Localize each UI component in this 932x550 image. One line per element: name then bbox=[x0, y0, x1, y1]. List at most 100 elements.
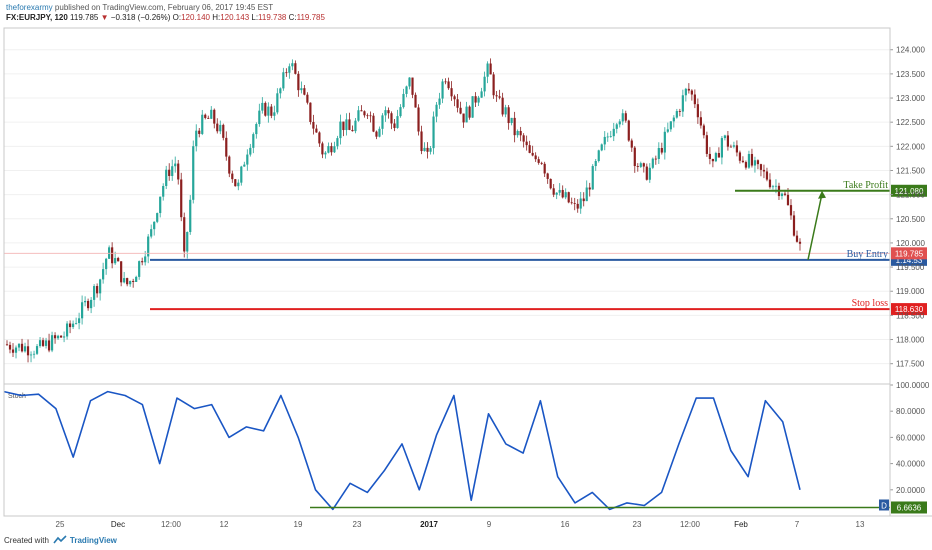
candle-body bbox=[288, 66, 291, 73]
price-tick-label: 119.500 bbox=[896, 263, 925, 272]
candle-body bbox=[711, 158, 714, 162]
candle-body bbox=[62, 336, 66, 338]
candle-body bbox=[786, 194, 790, 206]
candle-body bbox=[492, 74, 495, 96]
candle-body bbox=[759, 164, 763, 170]
candle-body bbox=[159, 196, 162, 214]
time-tick-label: 13 bbox=[856, 520, 865, 529]
candle-body bbox=[216, 123, 219, 132]
candle-body bbox=[68, 323, 72, 328]
level-price-text: 118.630 bbox=[895, 305, 924, 314]
tradingview-icon bbox=[53, 535, 67, 544]
candle-body bbox=[408, 77, 411, 87]
low-label: L: bbox=[251, 13, 259, 22]
candle-body bbox=[435, 104, 438, 117]
stoch-line bbox=[3, 390, 801, 511]
candle-body bbox=[213, 109, 216, 124]
candle-body bbox=[762, 169, 766, 172]
candle-body bbox=[180, 179, 183, 218]
candle-body bbox=[486, 63, 489, 77]
candle-body bbox=[309, 102, 312, 122]
candle-body bbox=[588, 187, 591, 190]
candle-body bbox=[384, 110, 387, 116]
candle-body bbox=[642, 163, 645, 167]
candle-body bbox=[378, 128, 381, 137]
candle-body bbox=[74, 323, 78, 324]
stoch-tick-label: 80.0000 bbox=[896, 407, 925, 416]
candle-body bbox=[747, 153, 751, 168]
candle-body bbox=[564, 192, 567, 198]
candle-body bbox=[681, 95, 684, 112]
candle-body bbox=[666, 129, 669, 132]
candle-body bbox=[498, 96, 501, 98]
candle-body bbox=[474, 96, 477, 103]
ohlc-line: FX:EURJPY, 120 119.785 ▼ −0.318 (−0.26%)… bbox=[6, 13, 926, 23]
candle-body bbox=[177, 163, 180, 180]
tradingview-brand: TradingView bbox=[69, 535, 117, 545]
candle-body bbox=[465, 106, 468, 123]
candle-body bbox=[267, 106, 270, 116]
candle-body bbox=[129, 280, 132, 285]
candle-body bbox=[204, 114, 207, 118]
candle-body bbox=[633, 147, 636, 167]
price-gridlines bbox=[4, 49, 890, 365]
stoch-panel: 100.0000 80.0000 60.0000 40.0000 20.0000 Stoc… bbox=[3, 381, 930, 514]
candle-body bbox=[195, 130, 198, 147]
candle-body bbox=[456, 99, 459, 108]
candle-body bbox=[714, 153, 717, 162]
candle-body bbox=[219, 124, 222, 132]
footer: Created with TradingView bbox=[4, 535, 117, 545]
candle-body bbox=[249, 147, 252, 155]
candle-body bbox=[71, 323, 75, 328]
candle-body bbox=[366, 115, 369, 117]
candle-body bbox=[5, 344, 9, 346]
candle-body bbox=[35, 346, 39, 354]
candle-body bbox=[660, 148, 663, 153]
publish-info: published on TradingView.com, February 0… bbox=[54, 3, 274, 12]
candle-body bbox=[53, 335, 57, 339]
candle-body bbox=[552, 188, 555, 195]
price-tick-label: 123.000 bbox=[896, 94, 925, 103]
candle-body bbox=[717, 153, 720, 158]
candle-body bbox=[624, 113, 627, 121]
candle-body bbox=[534, 155, 537, 160]
candle-body bbox=[708, 153, 711, 159]
candle-body bbox=[684, 88, 687, 96]
candle-body bbox=[468, 106, 471, 118]
time-tick-label: 23 bbox=[353, 520, 362, 529]
candle-body bbox=[123, 278, 126, 283]
chart-frame bbox=[3, 27, 891, 517]
candle-body bbox=[600, 144, 603, 151]
candle-body bbox=[570, 202, 573, 204]
stoch-value-tag bbox=[891, 501, 927, 514]
stoch-tick-label: 60.0000 bbox=[896, 433, 925, 442]
candle-body bbox=[207, 117, 210, 119]
time-tick-label: 9 bbox=[487, 520, 492, 529]
candle-body bbox=[80, 302, 84, 319]
candle-body bbox=[417, 107, 420, 132]
candle-body bbox=[561, 189, 564, 198]
candle-body bbox=[327, 146, 330, 153]
candle-body bbox=[693, 94, 696, 105]
candle-body bbox=[135, 276, 138, 282]
candle-body bbox=[543, 163, 546, 174]
candle-body bbox=[594, 161, 597, 167]
candle-body bbox=[495, 95, 498, 97]
time-tick-label: 12 bbox=[220, 520, 229, 529]
candle-body bbox=[231, 173, 234, 180]
candle-body bbox=[579, 198, 582, 209]
time-tick-label: Feb bbox=[734, 520, 748, 529]
publisher-user[interactable]: theforexarmy bbox=[6, 3, 53, 12]
candle-body bbox=[93, 286, 96, 300]
candle-body bbox=[720, 138, 724, 158]
stoch-tick-label: 20.0000 bbox=[896, 486, 925, 495]
candle-body bbox=[354, 120, 357, 132]
candle-body bbox=[96, 286, 99, 294]
candle-body bbox=[738, 152, 742, 161]
tradingview-logo[interactable]: TradingView bbox=[53, 535, 117, 545]
candle-body bbox=[11, 349, 15, 353]
candle-body bbox=[438, 98, 441, 105]
time-tick-label: 12:00 bbox=[161, 520, 182, 529]
candle-body bbox=[192, 146, 195, 200]
